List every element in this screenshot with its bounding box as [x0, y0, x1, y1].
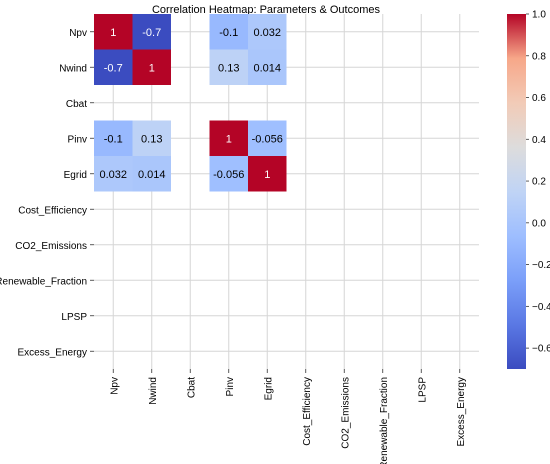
cell-value-label: 0.13: [218, 62, 239, 74]
colorbar-tick-label: 1.0: [532, 10, 546, 21]
heatmap-cell: [248, 49, 287, 85]
column-label: Cbat: [186, 377, 197, 398]
heatmap-cell: [248, 14, 287, 50]
colorbar-tick-label: 0.6: [532, 93, 546, 104]
column-label: LPSP: [417, 377, 428, 403]
heatmap-cell: [132, 120, 171, 156]
cell-value-label: 0.014: [138, 169, 166, 181]
column-label: Excess_Energy: [456, 377, 467, 446]
colorbar-ticks: −0.6 −0.4 −0.2 0.0 0.2 0.4 0.6 0.8 1.0: [526, 10, 550, 355]
cell-value-label: -0.056: [252, 133, 283, 145]
row-label: LPSP: [61, 312, 87, 323]
column-label: Egrid: [263, 377, 274, 400]
colorbar-tick-label: −0.4: [532, 302, 550, 313]
colorbar-tick-label: −0.2: [532, 260, 550, 271]
cell-value-label: 0.014: [253, 62, 281, 74]
column-label: Nwind: [148, 377, 159, 405]
cell-value-label: -0.7: [104, 62, 123, 74]
cell-value-label: -0.056: [213, 169, 244, 181]
cell-value-label: 1: [226, 133, 232, 145]
chart-title: Correlation Heatmap: Parameters & Outcom…: [152, 4, 381, 16]
heatmap-cell: [132, 49, 171, 85]
cell-value-label: -0.7: [142, 27, 161, 39]
cell-value-label: -0.1: [219, 27, 238, 39]
heatmap-cell: [209, 49, 248, 85]
cell-value-label: 1: [149, 62, 155, 74]
heatmap-cell: [94, 49, 133, 85]
row-label: Egrid: [64, 170, 87, 181]
cell-value-label: 1: [264, 169, 270, 181]
heatmap-cell: [94, 156, 133, 192]
colorbar-tick-label: 0.2: [532, 177, 546, 188]
colorbar-tick-label: 0.4: [532, 135, 546, 146]
cell-value-label: 0.032: [253, 27, 281, 39]
row-label: Nwind: [59, 63, 87, 74]
heatmap-cell: [132, 14, 171, 50]
heatmap-cell: [132, 156, 171, 192]
heatmap-cell: [209, 14, 248, 50]
cell-value-label: 0.032: [99, 169, 127, 181]
row-label: CO2_Emissions: [15, 241, 87, 252]
row-labels: Npv Nwind Cbat Pinv Egrid Cost_Efficiency CO2_…: [0, 28, 94, 358]
cell-value-label: 0.13: [141, 133, 162, 145]
column-labels: Npv Nwind Cbat Pinv Egrid Cost_Efficiency CO2_…: [109, 369, 467, 464]
row-label: Renewable_Fraction: [0, 276, 87, 287]
colorbar: −0.6 −0.4 −0.2 0.0 0.2 0.4 0.6 0.8 1.0: [507, 10, 550, 369]
cell-value-label: 1: [110, 27, 116, 39]
heatmap-cells: 1 -0.7 -0.1 0.032 -0.7 1 0.13 0.014 -0.1 0.13 1 -0.…: [94, 14, 287, 192]
row-label: Cost_Efficiency: [18, 205, 87, 216]
row-label: Excess_Energy: [18, 347, 87, 358]
colorbar-tick-label: 0.0: [532, 218, 546, 229]
heatmap-cell: [209, 156, 248, 192]
column-label: Cost_Efficiency: [302, 377, 313, 446]
row-label: Npv: [69, 28, 87, 39]
column-label: CO2_Emissions: [340, 377, 351, 449]
cell-value-label: -0.1: [104, 133, 123, 145]
colorbar-tick-label: 0.8: [532, 51, 546, 62]
heatmap-cell: [209, 120, 248, 156]
colorbar-gradient: [507, 14, 526, 369]
row-label: Pinv: [68, 134, 87, 145]
heatmap-cell: [94, 120, 133, 156]
row-label: Cbat: [66, 99, 87, 110]
colorbar-tick-label: −0.6: [532, 344, 550, 355]
column-label: Npv: [109, 377, 120, 395]
column-label: Pinv: [225, 377, 236, 396]
heatmap-cell: [94, 14, 133, 50]
heatmap-cell: [248, 120, 287, 156]
heatmap-cell: [248, 156, 287, 192]
column-label: Renewable_Fraction: [379, 377, 390, 464]
